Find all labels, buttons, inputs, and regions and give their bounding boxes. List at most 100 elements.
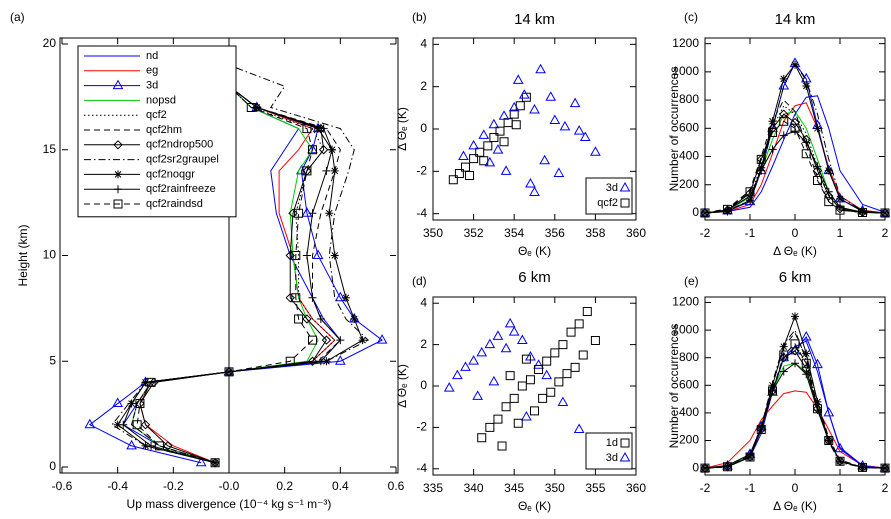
marker bbox=[836, 194, 844, 203]
marker bbox=[545, 91, 557, 101]
marker bbox=[301, 207, 313, 217]
marker bbox=[113, 140, 123, 150]
marker bbox=[114, 185, 122, 194]
marker bbox=[285, 250, 295, 261]
x-axis-label: Θₑ (K) bbox=[518, 499, 551, 513]
y-tick-label: 1000 bbox=[672, 322, 699, 336]
marker bbox=[322, 166, 331, 175]
x-tick-label: -0.0 bbox=[219, 479, 240, 493]
marker bbox=[504, 317, 516, 328]
marker bbox=[469, 154, 479, 164]
x-tick-label: -1 bbox=[745, 481, 756, 495]
marker bbox=[574, 319, 584, 329]
y-tick-label: 600 bbox=[679, 377, 699, 391]
marker bbox=[790, 123, 800, 133]
marker bbox=[321, 335, 332, 345]
y-tick-label: 400 bbox=[679, 149, 699, 163]
marker bbox=[573, 125, 585, 135]
panel-title: 14 km bbox=[775, 11, 816, 28]
marker bbox=[488, 118, 500, 129]
y-tick-label: 200 bbox=[679, 177, 699, 191]
y-axis-label: Δ Θₑ (K) bbox=[395, 364, 409, 408]
marker bbox=[791, 359, 799, 368]
y-tick-label: 10 bbox=[43, 248, 57, 262]
marker bbox=[330, 166, 339, 175]
series-line bbox=[122, 65, 342, 464]
panel-title: 14 km bbox=[514, 11, 555, 28]
x-tick-label: 350 bbox=[545, 481, 565, 495]
marker bbox=[483, 141, 493, 151]
marker bbox=[308, 335, 317, 345]
marker bbox=[549, 114, 561, 125]
marker bbox=[779, 342, 788, 351]
marker bbox=[112, 397, 124, 408]
series-line bbox=[704, 130, 886, 214]
y-tick-label: 1200 bbox=[672, 295, 699, 309]
marker bbox=[508, 326, 520, 336]
legend-label: qcf2sr2graupel bbox=[146, 154, 219, 166]
panel-title: 6 km bbox=[779, 269, 812, 286]
marker bbox=[500, 165, 512, 175]
x-axis-label: Δ Θₑ (K) bbox=[773, 244, 817, 258]
marker bbox=[113, 199, 123, 209]
panel-label: (d) bbox=[412, 274, 427, 288]
marker bbox=[302, 251, 311, 260]
marker bbox=[443, 382, 455, 392]
marker bbox=[800, 72, 812, 83]
marker bbox=[127, 399, 136, 408]
x-tick-label: 356 bbox=[545, 226, 565, 240]
marker bbox=[84, 418, 96, 429]
x-tick-label: 345 bbox=[504, 481, 524, 495]
marker bbox=[791, 60, 799, 69]
y-tick-label: 800 bbox=[679, 350, 699, 364]
marker bbox=[521, 411, 532, 421]
marker bbox=[789, 344, 801, 355]
series-line bbox=[704, 95, 886, 214]
marker bbox=[478, 129, 490, 139]
marker bbox=[500, 342, 512, 353]
marker bbox=[790, 346, 800, 356]
marker bbox=[358, 336, 367, 345]
marker bbox=[535, 63, 546, 74]
series-line bbox=[704, 362, 886, 469]
marker bbox=[513, 418, 523, 428]
series-line bbox=[704, 63, 886, 214]
series-line bbox=[704, 62, 886, 214]
marker bbox=[768, 386, 777, 395]
x-tick-label: -0.2 bbox=[163, 479, 184, 493]
marker bbox=[823, 406, 835, 417]
series-line bbox=[704, 314, 886, 469]
y-tick-label: 4 bbox=[420, 295, 427, 309]
y-tick-label: -2 bbox=[416, 420, 427, 434]
marker bbox=[723, 462, 732, 472]
panel-label: (e) bbox=[684, 274, 699, 288]
y-tick-label: 0 bbox=[692, 205, 699, 219]
legend-label: qcf2 bbox=[597, 197, 618, 209]
marker bbox=[518, 89, 530, 99]
legend-label: eg bbox=[146, 65, 158, 77]
marker bbox=[778, 79, 790, 90]
marker bbox=[557, 396, 569, 407]
marker bbox=[824, 436, 834, 446]
marker bbox=[314, 124, 323, 133]
marker bbox=[834, 442, 846, 453]
series-line bbox=[704, 102, 886, 214]
marker bbox=[858, 208, 867, 218]
marker bbox=[620, 198, 630, 208]
y-axis-label: Number of occurrences bbox=[667, 67, 681, 192]
x-tick-label: -0.4 bbox=[107, 479, 128, 493]
series-line bbox=[704, 120, 886, 214]
marker bbox=[546, 387, 556, 397]
marker bbox=[570, 362, 580, 372]
legend-box bbox=[77, 45, 237, 218]
panel-title: 6 km bbox=[518, 269, 551, 286]
x-tick-label: 1 bbox=[837, 481, 844, 495]
series-line bbox=[704, 99, 886, 214]
y-tick-label: 20 bbox=[43, 36, 57, 50]
marker bbox=[529, 103, 540, 114]
marker bbox=[767, 122, 778, 132]
marker bbox=[813, 162, 822, 171]
marker bbox=[119, 420, 128, 429]
marker bbox=[493, 414, 503, 424]
y-tick-label: 2 bbox=[420, 337, 427, 351]
